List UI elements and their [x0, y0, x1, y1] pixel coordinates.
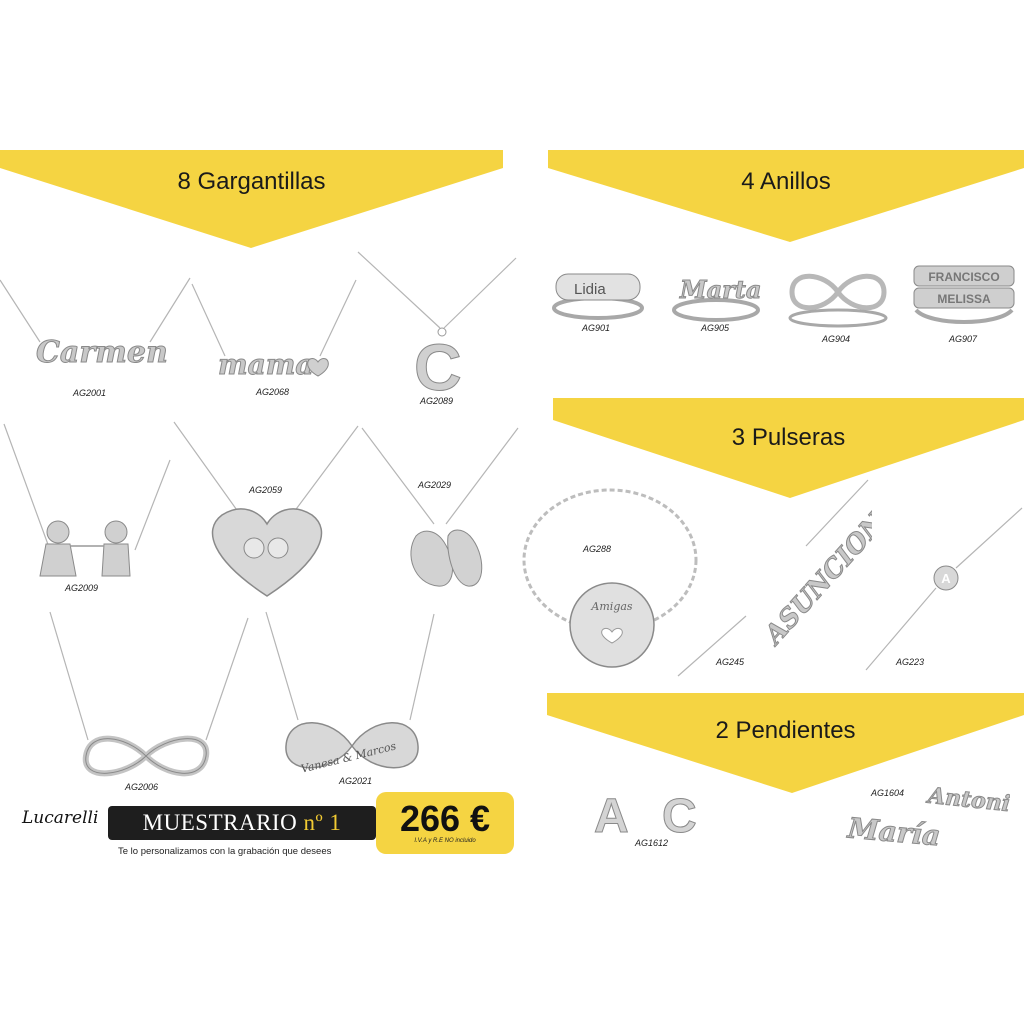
engraving-text: ASUNCION: [757, 507, 872, 653]
product-code: AG901: [582, 323, 611, 333]
bracelet-ag288: Amigas: [514, 460, 710, 680]
necklace-ag2068: mama: [190, 278, 360, 388]
product-code: AG2029: [418, 480, 452, 490]
price: 266 €: [399, 798, 491, 839]
necklace-ag2089: C: [356, 250, 521, 400]
engraving-text: mama: [218, 348, 314, 381]
engraving-line-1: Amigas: [590, 600, 632, 613]
engraving-text: Carmen: [36, 335, 168, 370]
banner-pendientes: 2 Pendientes: [547, 693, 1024, 793]
product-code: AG2059: [249, 485, 283, 495]
banner-anillos: 4 Anillos: [548, 150, 1024, 242]
banner-pulseras: 3 Pulseras: [553, 398, 1024, 498]
engraving-line-2: MELISSA: [937, 292, 991, 306]
product-code: AG2021: [339, 776, 373, 786]
price-box: 266 € I.V.A y R.E NO incluido: [376, 792, 514, 854]
product-code: AG2068: [256, 387, 290, 397]
tagline: Te lo personalizamos con la grabación qu…: [118, 846, 332, 857]
letter-pendant: C: [414, 330, 462, 400]
product-code: AG2006: [125, 782, 159, 792]
bracelet-ag245: ASUNCION: [676, 476, 872, 682]
product-code: AG904: [822, 334, 851, 344]
necklace-ag2006: [46, 610, 252, 780]
product-code: AG2001: [73, 388, 107, 398]
product-code: AG905: [701, 323, 730, 333]
engraving-text: Marta: [679, 275, 761, 304]
necklace-ag2059: [172, 420, 362, 600]
necklace-ag2001: Carmen: [0, 270, 195, 380]
product-code: AG1612: [635, 838, 669, 848]
earring-name-2: María: [846, 811, 942, 852]
ring-ag904: [784, 262, 892, 332]
price-note: I.V.A y R.E NO incluido: [414, 838, 476, 844]
earrings-ag1612: A C: [588, 780, 718, 841]
ring-ag901: Lidia: [550, 264, 646, 324]
earring-name-1: Antonio: [925, 783, 1010, 819]
engraving-text: Lidia: [574, 281, 606, 298]
product-code: AG288: [583, 544, 612, 554]
muestrario-text: MUESTRARIO: [142, 810, 298, 835]
bracelet-ag223: A: [864, 504, 1024, 672]
necklace-ag2021: Vanesa & Marcos: [262, 610, 442, 780]
letter-charm: A: [941, 571, 951, 586]
product-code: AG223: [896, 657, 925, 667]
muestrario-number: nº 1: [303, 810, 342, 835]
necklace-ag2009: [0, 420, 175, 580]
earring-letter-a: A: [594, 790, 629, 840]
banner-gargantillas: 8 Gargantillas: [0, 150, 503, 248]
product-code: AG245: [716, 657, 745, 667]
section-title-anillos: 4 Anillos: [741, 168, 831, 195]
section-title-pendientes: 2 Pendientes: [715, 717, 856, 744]
earrings-ag1604: Antonio María: [840, 770, 1010, 854]
brand-logo: Lucarelli: [22, 808, 99, 828]
section-title-gargantillas: 8 Gargantillas: [177, 168, 326, 195]
engraving-line-1: FRANCISCO: [928, 270, 999, 284]
ring-ag905: Marta: [670, 264, 762, 324]
muestrario-label: MUESTRARIO nº 1: [108, 806, 376, 840]
product-code: AG1604: [871, 788, 905, 798]
ring-ag907: FRANCISCO MELISSA: [910, 262, 1020, 332]
product-code: AG2009: [65, 583, 99, 593]
product-code: AG2089: [420, 396, 454, 406]
earring-letter-c: C: [662, 790, 697, 840]
necklace-ag2029: [358, 424, 523, 599]
product-code: AG907: [949, 334, 978, 344]
section-title-pulseras: 3 Pulseras: [731, 424, 846, 451]
